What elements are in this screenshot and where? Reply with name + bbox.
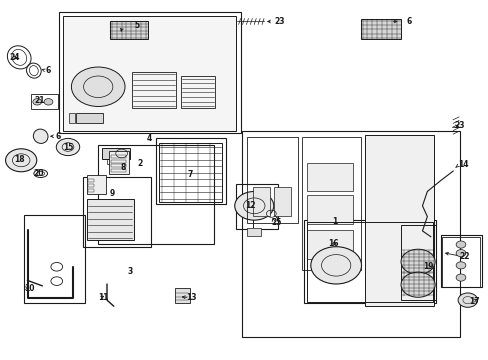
Bar bbox=[306, 230, 352, 259]
Text: 1: 1 bbox=[331, 217, 337, 226]
Bar bbox=[24, 215, 84, 303]
Bar bbox=[175, 288, 189, 303]
Circle shape bbox=[455, 262, 465, 269]
Bar bbox=[273, 187, 290, 216]
Text: 6: 6 bbox=[46, 66, 51, 75]
Text: 6: 6 bbox=[56, 132, 61, 141]
Bar bbox=[76, 113, 103, 123]
Text: 20: 20 bbox=[33, 169, 44, 178]
Bar bbox=[87, 199, 134, 240]
Bar bbox=[181, 76, 215, 108]
Bar bbox=[235, 184, 277, 229]
Bar bbox=[360, 19, 400, 40]
Bar bbox=[111, 159, 126, 163]
Circle shape bbox=[400, 249, 434, 274]
Text: 16: 16 bbox=[327, 239, 338, 248]
Bar bbox=[63, 16, 236, 131]
Circle shape bbox=[400, 272, 434, 297]
Bar bbox=[132, 72, 176, 108]
Bar bbox=[159, 143, 221, 202]
Text: 13: 13 bbox=[186, 293, 197, 302]
Circle shape bbox=[310, 247, 361, 284]
Bar bbox=[109, 151, 129, 174]
Bar bbox=[242, 131, 459, 337]
Text: 19: 19 bbox=[423, 262, 433, 271]
Ellipse shape bbox=[33, 129, 48, 143]
Bar bbox=[69, 113, 75, 123]
Text: 23: 23 bbox=[454, 121, 464, 130]
Text: 15: 15 bbox=[62, 143, 73, 152]
Text: 18: 18 bbox=[14, 155, 24, 164]
Text: 24: 24 bbox=[9, 53, 20, 62]
Circle shape bbox=[457, 293, 477, 307]
Bar bbox=[98, 145, 214, 244]
Bar bbox=[306, 163, 352, 192]
Text: 8: 8 bbox=[121, 163, 126, 172]
Bar bbox=[304, 220, 435, 303]
Bar bbox=[441, 237, 479, 287]
Text: 25: 25 bbox=[270, 218, 281, 227]
Bar bbox=[107, 159, 116, 164]
Text: 23: 23 bbox=[274, 17, 285, 26]
Bar bbox=[246, 137, 298, 223]
Text: 12: 12 bbox=[244, 201, 255, 210]
Bar bbox=[31, 94, 58, 109]
Bar bbox=[88, 179, 94, 182]
Bar bbox=[110, 21, 148, 40]
Circle shape bbox=[455, 249, 465, 257]
Circle shape bbox=[234, 192, 273, 220]
Circle shape bbox=[455, 241, 465, 248]
Bar bbox=[82, 177, 151, 247]
Text: 11: 11 bbox=[98, 293, 108, 302]
Bar bbox=[246, 228, 260, 235]
Text: 4: 4 bbox=[146, 134, 152, 143]
Text: 14: 14 bbox=[457, 161, 467, 170]
Text: 3: 3 bbox=[127, 267, 132, 276]
Bar bbox=[306, 195, 352, 224]
Text: 7: 7 bbox=[187, 170, 192, 179]
Bar bbox=[302, 137, 360, 270]
Bar bbox=[440, 234, 482, 287]
Bar bbox=[400, 225, 435, 300]
Bar bbox=[102, 148, 130, 159]
Text: 21: 21 bbox=[34, 96, 45, 105]
Circle shape bbox=[33, 99, 41, 105]
Bar bbox=[306, 222, 432, 302]
Bar bbox=[59, 12, 240, 133]
Text: 6: 6 bbox=[406, 17, 411, 26]
Circle shape bbox=[44, 99, 53, 105]
Bar bbox=[156, 138, 225, 204]
Text: 22: 22 bbox=[459, 252, 469, 261]
Circle shape bbox=[71, 67, 125, 107]
Bar bbox=[253, 187, 270, 216]
Bar bbox=[86, 175, 106, 194]
Text: 9: 9 bbox=[109, 189, 114, 198]
Bar bbox=[88, 189, 94, 192]
Text: 2: 2 bbox=[137, 159, 142, 168]
Text: 17: 17 bbox=[468, 297, 479, 306]
Bar bbox=[111, 155, 126, 158]
Bar bbox=[111, 164, 126, 167]
Bar bbox=[88, 184, 94, 187]
Text: 10: 10 bbox=[24, 284, 34, 293]
Text: 5: 5 bbox=[134, 21, 140, 30]
Circle shape bbox=[455, 274, 465, 281]
Bar bbox=[365, 135, 433, 306]
Bar bbox=[111, 169, 126, 172]
Circle shape bbox=[56, 138, 80, 156]
Circle shape bbox=[5, 149, 37, 172]
